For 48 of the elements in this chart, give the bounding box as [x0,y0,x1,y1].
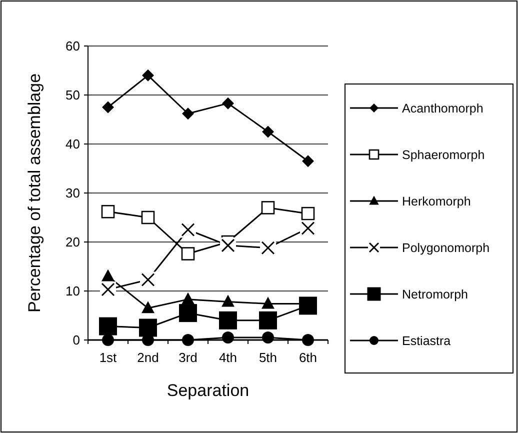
legend-label: Sphaeromorph [402,148,485,162]
point [102,334,114,346]
x-tick-label: 2nd [137,350,159,365]
point [101,204,115,218]
y-tick-label: 0 [72,332,80,348]
point [182,334,194,346]
point [102,269,114,282]
x-tick-label: 4th [218,350,238,365]
y-tick-label: 30 [66,186,80,201]
point [102,101,114,114]
y-tick-label: 40 [66,136,80,152]
point [262,332,274,344]
point [222,332,234,344]
point [222,97,234,110]
legend-label: Acanthomorph [402,101,484,116]
x-axis-title: Separation [166,381,250,400]
y-tick-label: 20 [66,234,80,250]
x-tick-label: 6th [298,350,318,365]
y-tick-label: 50 [66,88,80,103]
point [261,201,275,214]
point [141,210,155,224]
point [142,69,154,82]
point [262,296,274,309]
point [299,296,317,315]
legend-label: Netromorph [402,287,468,302]
point [179,304,197,322]
point [302,155,314,168]
point [259,311,277,330]
legend-label: Estiastra [402,334,451,348]
point [99,317,117,336]
y-tick-label: 10 [66,284,80,299]
x-tick-label: 3rd [178,350,198,365]
point [301,206,315,220]
y-axis-title: Percentage of total assemblage [25,73,44,313]
legend-label: Herkomorph [402,194,471,208]
x-tick-label: 5th [258,350,278,365]
point [262,126,274,138]
point [219,311,237,330]
point [222,294,234,307]
point [142,301,154,314]
legend-label: Polygonomorph [402,240,490,255]
point [302,334,314,346]
y-tick-label: 60 [66,38,80,54]
point [182,108,194,120]
x-tick-label: 1st [99,350,118,365]
point [139,318,157,337]
point [182,292,194,304]
point [181,247,195,260]
